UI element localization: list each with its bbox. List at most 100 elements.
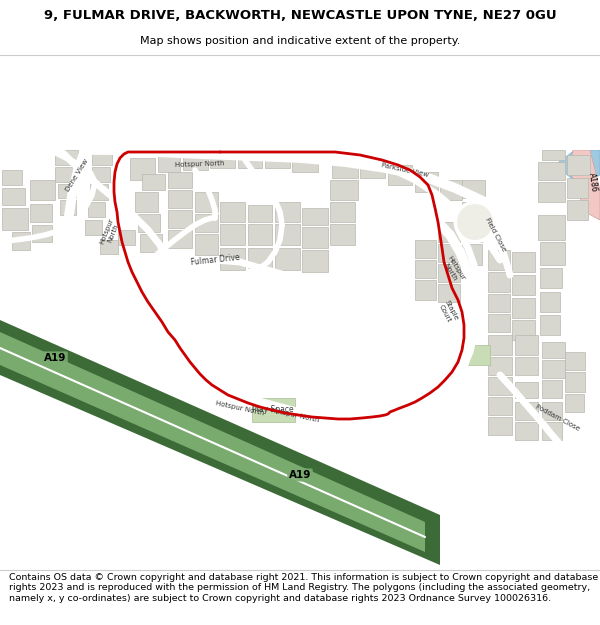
Text: Hotspur North: Hotspur North <box>215 400 265 416</box>
Polygon shape <box>55 150 78 165</box>
Polygon shape <box>220 224 245 245</box>
Polygon shape <box>32 225 52 242</box>
Polygon shape <box>158 155 180 172</box>
Polygon shape <box>515 422 538 440</box>
Polygon shape <box>88 202 105 217</box>
Polygon shape <box>142 174 165 190</box>
Polygon shape <box>567 200 588 220</box>
Polygon shape <box>90 184 108 200</box>
Polygon shape <box>415 172 438 192</box>
Polygon shape <box>488 250 510 270</box>
Polygon shape <box>438 222 460 242</box>
Polygon shape <box>542 380 562 398</box>
Polygon shape <box>567 178 588 198</box>
Text: Staple
Court: Staple Court <box>437 299 459 325</box>
Polygon shape <box>92 150 112 165</box>
Text: Hotspur
North: Hotspur North <box>440 255 466 285</box>
Polygon shape <box>567 155 590 175</box>
Polygon shape <box>542 150 565 160</box>
Polygon shape <box>302 227 328 248</box>
Polygon shape <box>248 205 272 222</box>
Polygon shape <box>565 394 584 412</box>
Polygon shape <box>195 234 218 255</box>
Polygon shape <box>542 342 565 358</box>
Text: Hotspur
North: Hotspur North <box>99 217 121 248</box>
Polygon shape <box>195 214 218 232</box>
Polygon shape <box>330 180 358 200</box>
Polygon shape <box>555 150 600 185</box>
Polygon shape <box>85 220 102 235</box>
Polygon shape <box>488 272 510 292</box>
Text: Field Close: Field Close <box>485 217 508 253</box>
Polygon shape <box>540 315 560 335</box>
Polygon shape <box>100 240 118 254</box>
Polygon shape <box>538 162 565 180</box>
Polygon shape <box>248 224 272 245</box>
Polygon shape <box>275 224 300 245</box>
Polygon shape <box>168 230 192 248</box>
Polygon shape <box>462 345 490 365</box>
Polygon shape <box>542 402 562 420</box>
Polygon shape <box>415 280 436 300</box>
Polygon shape <box>130 158 155 180</box>
Polygon shape <box>438 244 460 262</box>
Polygon shape <box>540 268 562 288</box>
Polygon shape <box>210 154 235 168</box>
Text: Play Space: Play Space <box>252 406 294 414</box>
Polygon shape <box>248 248 272 268</box>
Polygon shape <box>415 260 436 278</box>
Polygon shape <box>488 357 512 375</box>
Polygon shape <box>512 275 535 295</box>
Polygon shape <box>565 372 585 392</box>
Polygon shape <box>488 377 512 395</box>
Polygon shape <box>195 192 218 212</box>
Polygon shape <box>540 292 560 312</box>
Polygon shape <box>220 202 245 222</box>
Polygon shape <box>0 320 440 565</box>
Polygon shape <box>462 202 485 220</box>
Polygon shape <box>12 232 30 250</box>
Polygon shape <box>2 208 28 230</box>
Polygon shape <box>542 422 562 440</box>
Polygon shape <box>565 352 585 370</box>
Text: Fulmar Drive: Fulmar Drive <box>190 253 240 267</box>
Polygon shape <box>330 224 355 245</box>
Polygon shape <box>265 155 290 168</box>
Polygon shape <box>138 214 160 232</box>
Text: Contains OS data © Crown copyright and database right 2021. This information is : Contains OS data © Crown copyright and d… <box>9 572 598 602</box>
Polygon shape <box>302 208 328 225</box>
Polygon shape <box>220 248 245 270</box>
Text: Map shows position and indicative extent of the property.: Map shows position and indicative extent… <box>140 36 460 46</box>
Polygon shape <box>457 204 493 240</box>
Polygon shape <box>0 332 425 552</box>
Text: Hotspur North: Hotspur North <box>175 160 225 168</box>
Polygon shape <box>2 188 25 205</box>
Polygon shape <box>275 202 300 222</box>
Polygon shape <box>512 320 535 340</box>
Polygon shape <box>118 230 135 245</box>
Polygon shape <box>252 398 295 422</box>
Polygon shape <box>488 417 512 435</box>
Polygon shape <box>538 182 565 202</box>
Polygon shape <box>292 157 318 172</box>
Polygon shape <box>360 160 385 178</box>
Polygon shape <box>512 252 535 272</box>
Polygon shape <box>538 215 565 240</box>
Polygon shape <box>332 158 358 178</box>
Polygon shape <box>140 234 162 252</box>
Polygon shape <box>58 184 76 198</box>
Polygon shape <box>183 154 208 170</box>
Polygon shape <box>168 172 192 188</box>
Polygon shape <box>92 167 110 182</box>
Polygon shape <box>540 242 565 265</box>
Polygon shape <box>30 180 55 200</box>
Polygon shape <box>515 402 538 420</box>
Text: Poddam Close: Poddam Close <box>535 404 581 432</box>
Text: A19: A19 <box>289 470 311 480</box>
Polygon shape <box>135 192 158 212</box>
Polygon shape <box>238 155 262 168</box>
Text: 9, FULMAR DRIVE, BACKWORTH, NEWCASTLE UPON TYNE, NE27 0GU: 9, FULMAR DRIVE, BACKWORTH, NEWCASTLE UP… <box>44 9 556 22</box>
Polygon shape <box>275 248 300 270</box>
Polygon shape <box>330 202 355 222</box>
Text: Hotspur North: Hotspur North <box>270 407 320 423</box>
